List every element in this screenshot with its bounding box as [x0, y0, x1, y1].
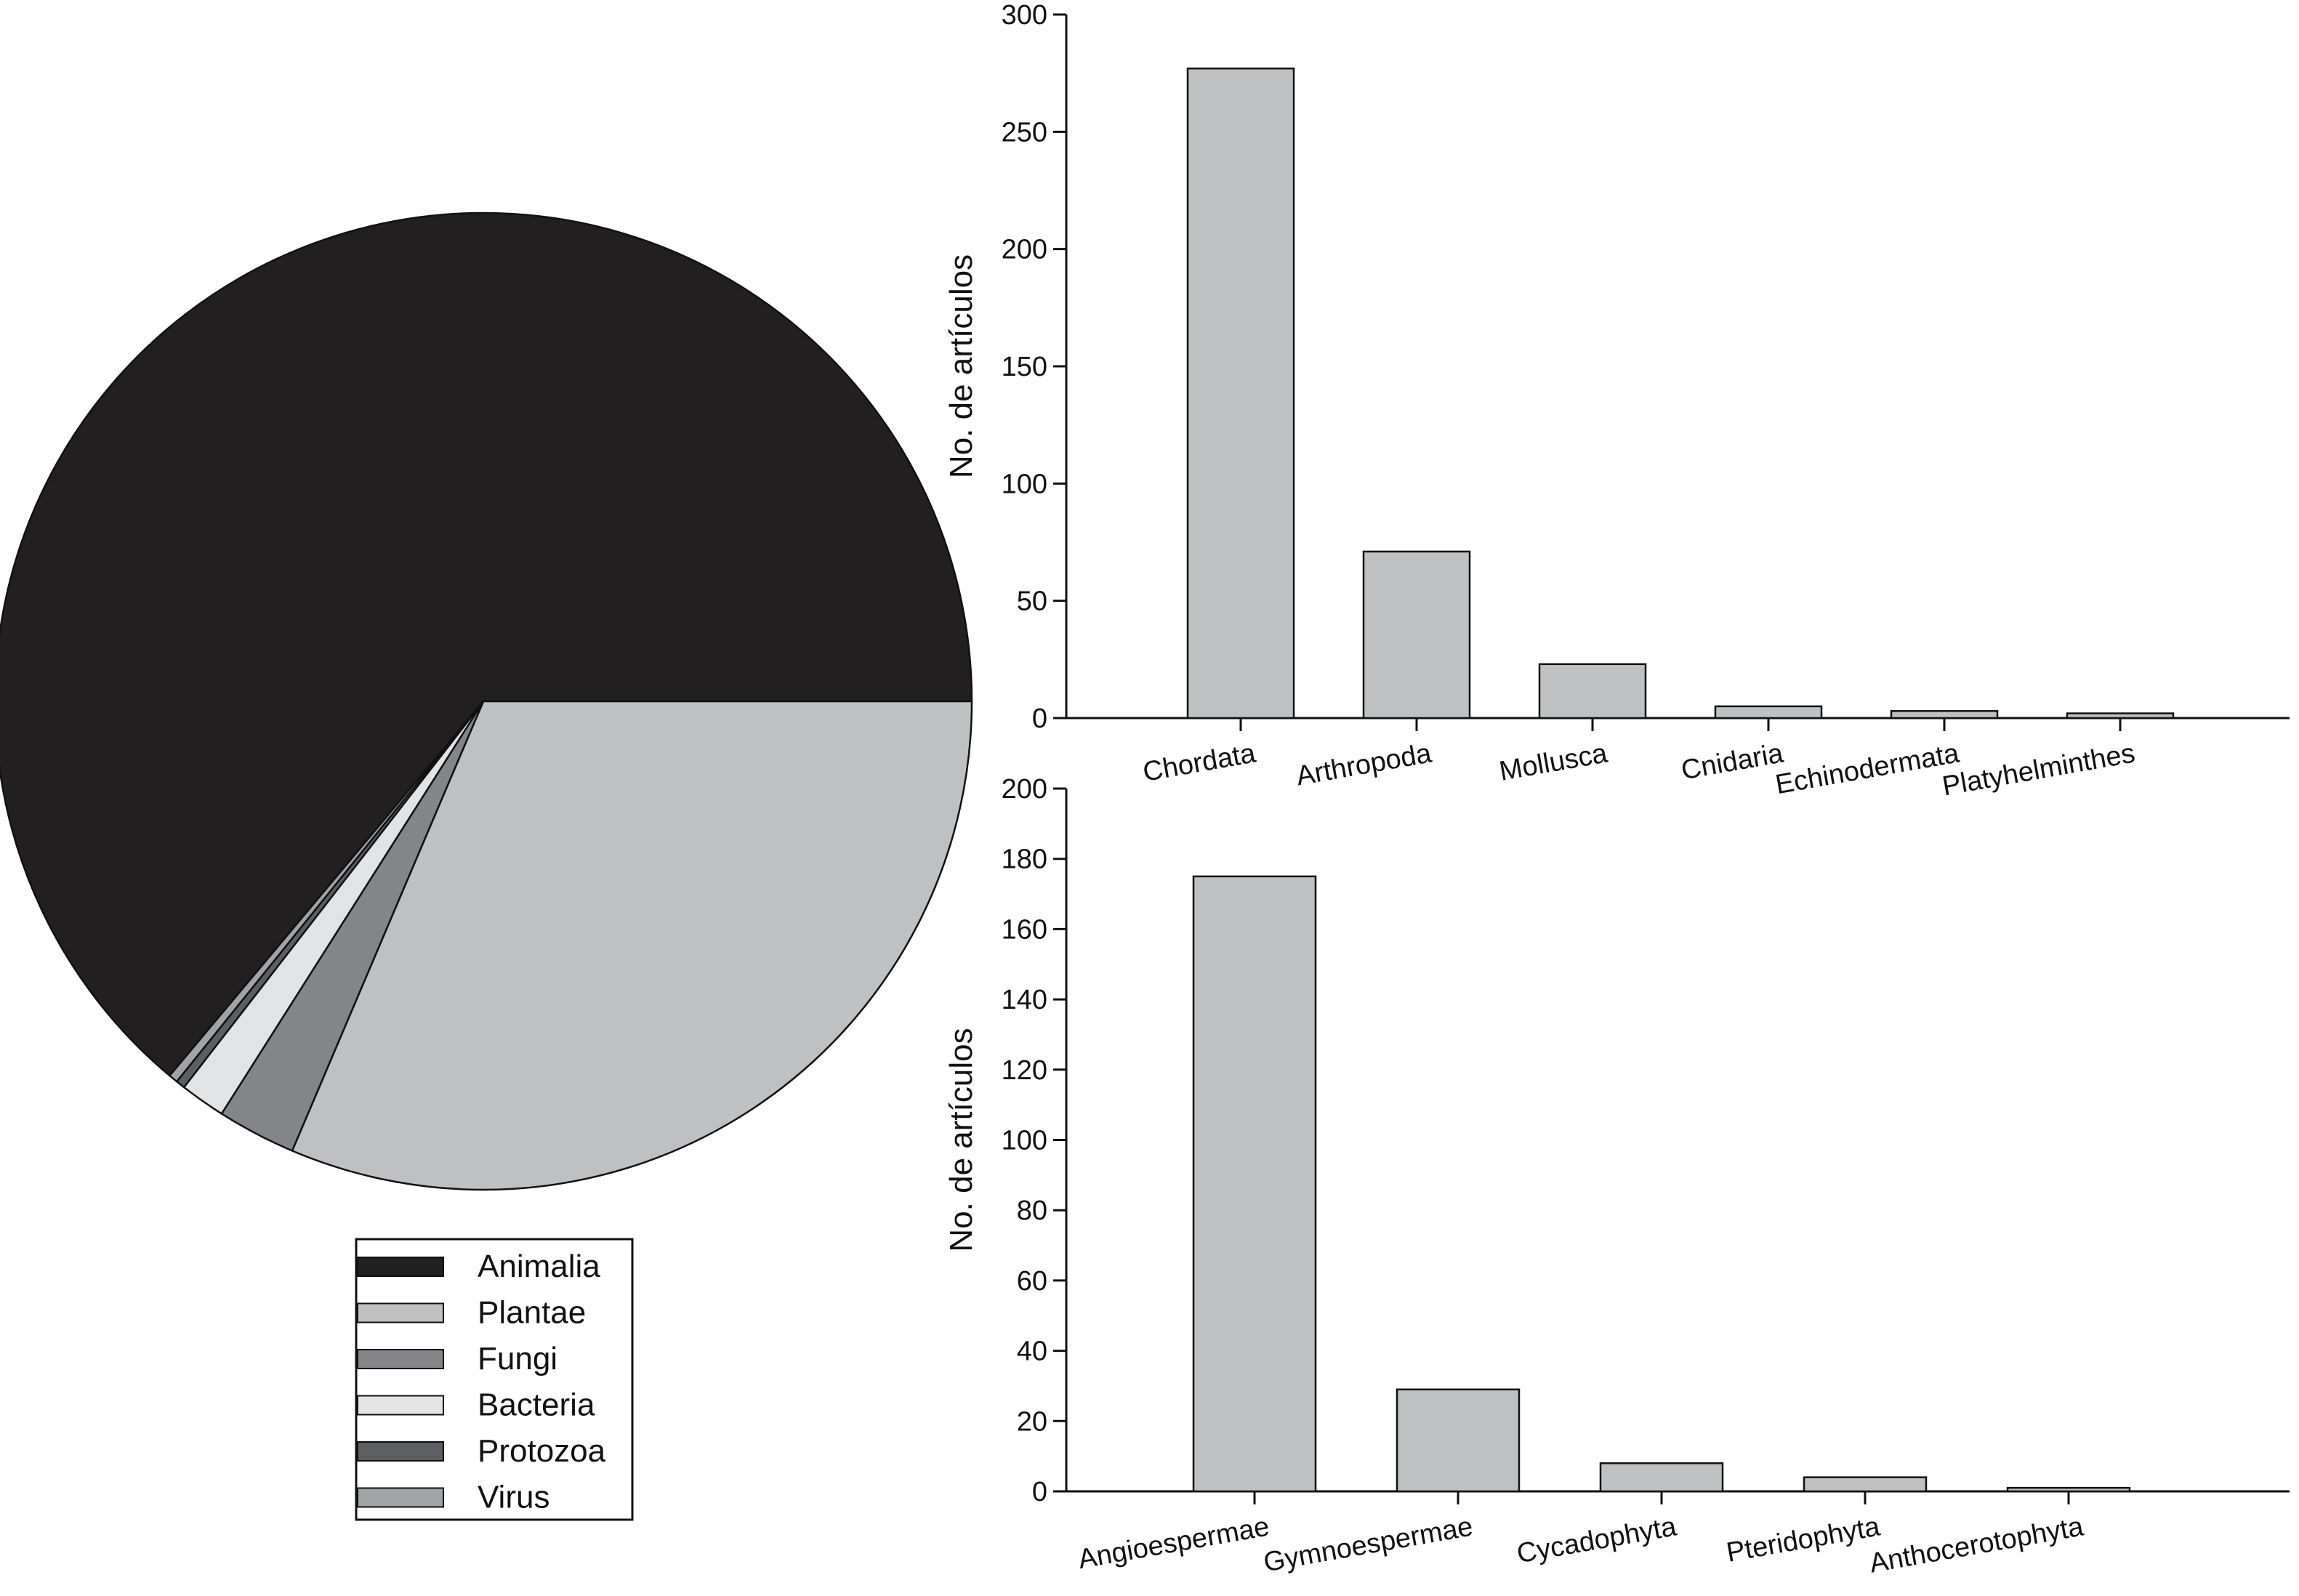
- top-chart-category-label-echinodermata: Echinodermata: [1773, 738, 1962, 800]
- pie-slice-animalia: [0, 211, 973, 1077]
- bottom-chart-bar-cycadophyta: [1599, 1462, 1724, 1493]
- top-chart-category-label-cnidaria: Cnidaria: [1679, 738, 1787, 786]
- kingdom-pie-chart: [0, 211, 973, 1191]
- bottom-chart-y-axis-label: No. de artículos: [943, 1028, 979, 1252]
- bottom-chart-y-tick-label: 180: [1002, 845, 1047, 875]
- bottom-chart-category-label-pteridophyta: Pteridophyta: [1724, 1511, 1883, 1568]
- pie-slice-plantae: [291, 700, 973, 1191]
- top-chart-y-tick-label: 50: [1017, 587, 1047, 617]
- top-chart-y-tick-label: 0: [1032, 704, 1047, 734]
- bottom-chart-bar-gymnoespermae: [1396, 1388, 1521, 1493]
- top-chart-y-tick-label: 200: [1002, 235, 1047, 265]
- top-chart-bar-chordata: [1186, 67, 1295, 720]
- legend-label-bacteria: Bacteria: [478, 1387, 595, 1423]
- bottom-chart-category-label-cycadophyta: Cycadophyta: [1515, 1511, 1680, 1569]
- bottom-chart-y-tick-label: 200: [1002, 774, 1047, 805]
- top-chart-bar-echinodermata: [1890, 710, 1999, 720]
- legend-label-protozoa: Protozoa: [478, 1433, 606, 1469]
- bottom-chart-bar-angioespermae: [1192, 875, 1317, 1493]
- bottom-chart-category-label-anthocerotophyta: Anthocerotophyta: [1867, 1511, 2086, 1579]
- legend-label-animalia: Animalia: [478, 1249, 600, 1284]
- legend-swatch-protozoa: [357, 1441, 444, 1462]
- bottom-chart-y-tick-label: 140: [1002, 985, 1047, 1015]
- pie-legend: Animalia Plantae Fungi Bacteria Protozoa Viru…: [355, 1238, 634, 1521]
- bottom-chart-bar-pteridophyta: [1803, 1476, 1928, 1493]
- bottom-chart-y-tick-label: 20: [1017, 1406, 1047, 1437]
- bottom-chart-y-tick-label: 60: [1017, 1266, 1047, 1297]
- top-chart-bar-arthropoda: [1362, 550, 1471, 720]
- bottom-chart-category-label-angioespermae: Angioespermae: [1076, 1512, 1271, 1576]
- bottom-chart-bar-anthocerotophyta: [2006, 1486, 2131, 1493]
- legend-label-fungi: Fungi: [478, 1341, 557, 1377]
- legend-swatch-virus: [357, 1487, 444, 1508]
- legend-label-virus: Virus: [478, 1480, 549, 1515]
- top-chart-y-axis-label: No. de artículos: [943, 254, 979, 478]
- bottom-chart-category-label-gymnoespermae: Gymnoespermae: [1261, 1512, 1475, 1579]
- top-chart-bar-platyhelminthes: [2066, 712, 2175, 720]
- bottom-chart-y-tick-label: 100: [1002, 1126, 1047, 1156]
- legend-swatch-animalia: [357, 1257, 444, 1277]
- bottom-chart-y-tick-label: 40: [1017, 1337, 1047, 1367]
- legend-swatch-bacteria: [357, 1395, 444, 1416]
- pie-slice-virus: [169, 700, 485, 1083]
- top-chart-category-label-platyhelminthes: Platyhelminthes: [1940, 738, 2137, 802]
- top-chart-y-tick-label: 300: [1002, 0, 1047, 31]
- top-chart-bar-cnidaria: [1714, 705, 1823, 720]
- plantae-divisions-bar-chart: 0 20 40 60 80 100 120 140 160 180 200 No. de artícu…: [943, 774, 2290, 1579]
- legend-swatch-fungi: [357, 1349, 444, 1369]
- bottom-chart-y-tick-label: 80: [1017, 1196, 1047, 1226]
- top-chart-category-label-chordata: Chordata: [1140, 738, 1258, 788]
- bottom-chart-y-tick-label: 160: [1002, 914, 1047, 945]
- top-chart-category-label-arthropoda: Arthropoda: [1294, 738, 1434, 791]
- top-chart-y-tick-label: 150: [1002, 352, 1047, 382]
- top-chart-y-tick-label: 250: [1002, 117, 1047, 148]
- legend-label-plantae: Plantae: [478, 1295, 586, 1331]
- top-chart-category-label-mollusca: Mollusca: [1497, 738, 1611, 787]
- top-chart-y-tick-label: 100: [1002, 469, 1047, 499]
- legend-swatch-plantae: [357, 1302, 444, 1323]
- legend-frame: [355, 1238, 634, 1521]
- bottom-chart-y-tick-label: 120: [1002, 1055, 1047, 1086]
- top-chart-bar-mollusca: [1538, 663, 1647, 720]
- animalia-phyla-bar-chart: 0 50 100 150 200 250 300 No. de artículos Chorda…: [943, 0, 2290, 802]
- bottom-chart-y-tick-label: 0: [1032, 1477, 1047, 1507]
